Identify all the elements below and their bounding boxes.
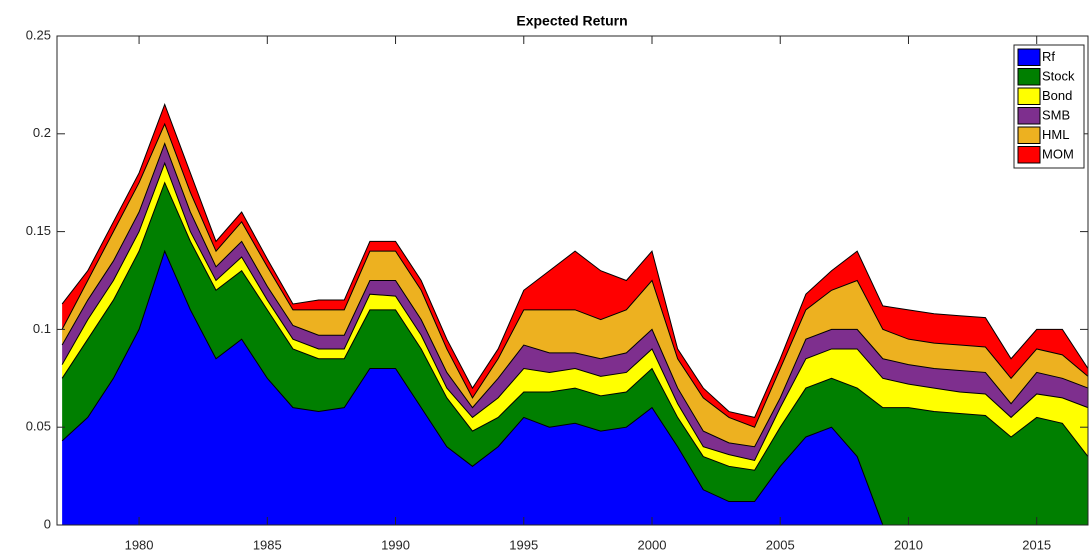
x-tick-label: 1985	[253, 537, 282, 552]
area-fill	[62, 182, 1088, 525]
legend-swatch	[1017, 68, 1041, 86]
area-mom	[61, 103, 1089, 418]
area-fill	[62, 251, 1088, 525]
area-smb	[61, 142, 1089, 448]
y-tick-label: 0	[44, 516, 51, 531]
area-stock	[61, 181, 1089, 471]
legend-swatch	[1017, 48, 1041, 66]
x-tick-label: 1980	[125, 537, 154, 552]
x-tick-label: 2000	[638, 537, 667, 552]
x-tick-label: 2015	[1022, 537, 1051, 552]
y-tick-label: 0.1	[33, 321, 51, 336]
legend-label: Bond	[1042, 88, 1072, 103]
x-tick-label: 1995	[509, 537, 538, 552]
legend-label: MOM	[1042, 147, 1074, 162]
x-tick-label: 2005	[766, 537, 795, 552]
legend-swatch	[1017, 146, 1041, 164]
legend-swatch	[1017, 107, 1041, 125]
x-tick-label: 1990	[381, 537, 410, 552]
chart-title: Expected Return	[516, 13, 627, 29]
y-tick-label: 0.15	[26, 223, 51, 238]
legend-swatch	[1017, 126, 1041, 144]
y-tick-label: 0.05	[26, 419, 51, 434]
x-tick-label: 2010	[894, 537, 923, 552]
plot-frame	[56, 35, 1089, 526]
area-bond	[61, 161, 1089, 462]
area-fill	[62, 104, 1088, 428]
y-tick-label: 0.25	[26, 27, 51, 42]
legend-label: SMB	[1042, 108, 1070, 123]
area-hml	[61, 122, 1089, 428]
legend-label: Stock	[1042, 69, 1075, 84]
y-tick-label: 0.2	[33, 125, 51, 140]
legend-label: HML	[1042, 127, 1069, 142]
legend-label: Rf	[1042, 49, 1055, 64]
legend-swatch	[1017, 87, 1041, 105]
